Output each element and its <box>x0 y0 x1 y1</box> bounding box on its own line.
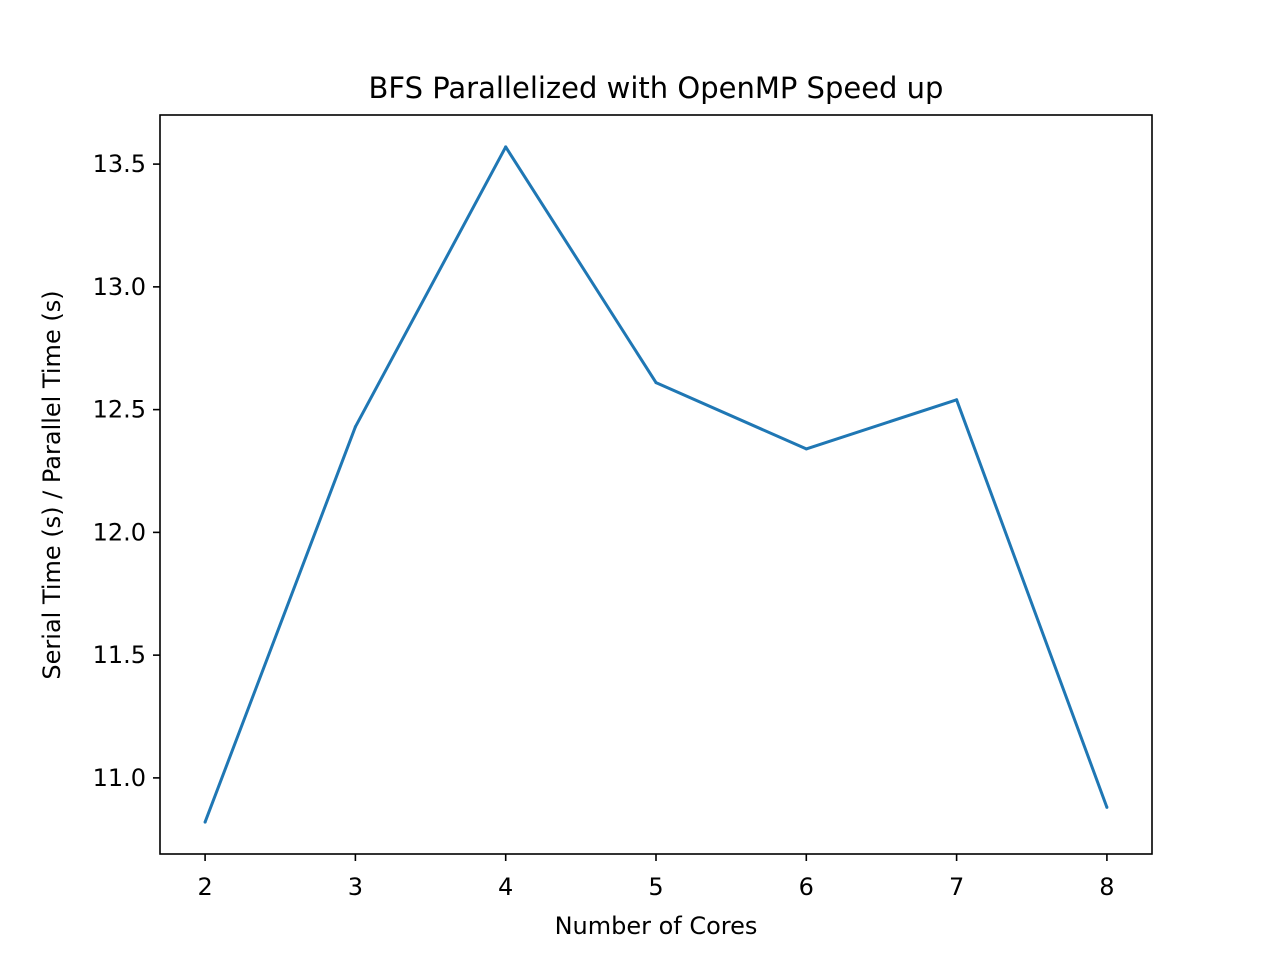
y-tick-label: 12.0 <box>93 518 146 546</box>
y-axis-label: Serial Time (s) / Parallel Time (s) <box>38 290 66 679</box>
plot-frame <box>159 114 1153 855</box>
y-tick-label: 13.5 <box>93 150 146 178</box>
plot-background <box>160 115 1152 854</box>
y-tick-label: 12.5 <box>93 396 146 424</box>
x-tick-label: 3 <box>348 873 363 901</box>
data-point <box>955 398 959 402</box>
y-axis: 11.0 11.5 12.0 12.5 13.0 13.5 <box>93 150 160 792</box>
x-tick-label: 7 <box>949 873 964 901</box>
data-point <box>353 425 357 429</box>
series-layer <box>203 145 1109 824</box>
x-axis: 2 3 4 5 6 7 8 <box>197 854 1115 901</box>
x-tick-label: 2 <box>197 873 212 901</box>
data-point <box>1105 805 1109 809</box>
data-point <box>654 381 658 385</box>
x-tick-label: 6 <box>799 873 814 901</box>
x-tick-label: 4 <box>498 873 513 901</box>
x-axis-label: Number of Cores <box>555 912 758 940</box>
data-point <box>203 820 207 824</box>
data-point <box>504 145 508 149</box>
y-tick-label: 11.5 <box>93 641 146 669</box>
plot-area <box>160 115 1152 854</box>
data-point <box>804 447 808 451</box>
chart-title: BFS Parallelized with OpenMP Speed up <box>369 71 944 105</box>
y-tick-label: 13.0 <box>93 273 146 301</box>
x-tick-label: 5 <box>648 873 663 901</box>
x-tick-label: 8 <box>1099 873 1114 901</box>
y-tick-label: 11.0 <box>93 764 146 792</box>
